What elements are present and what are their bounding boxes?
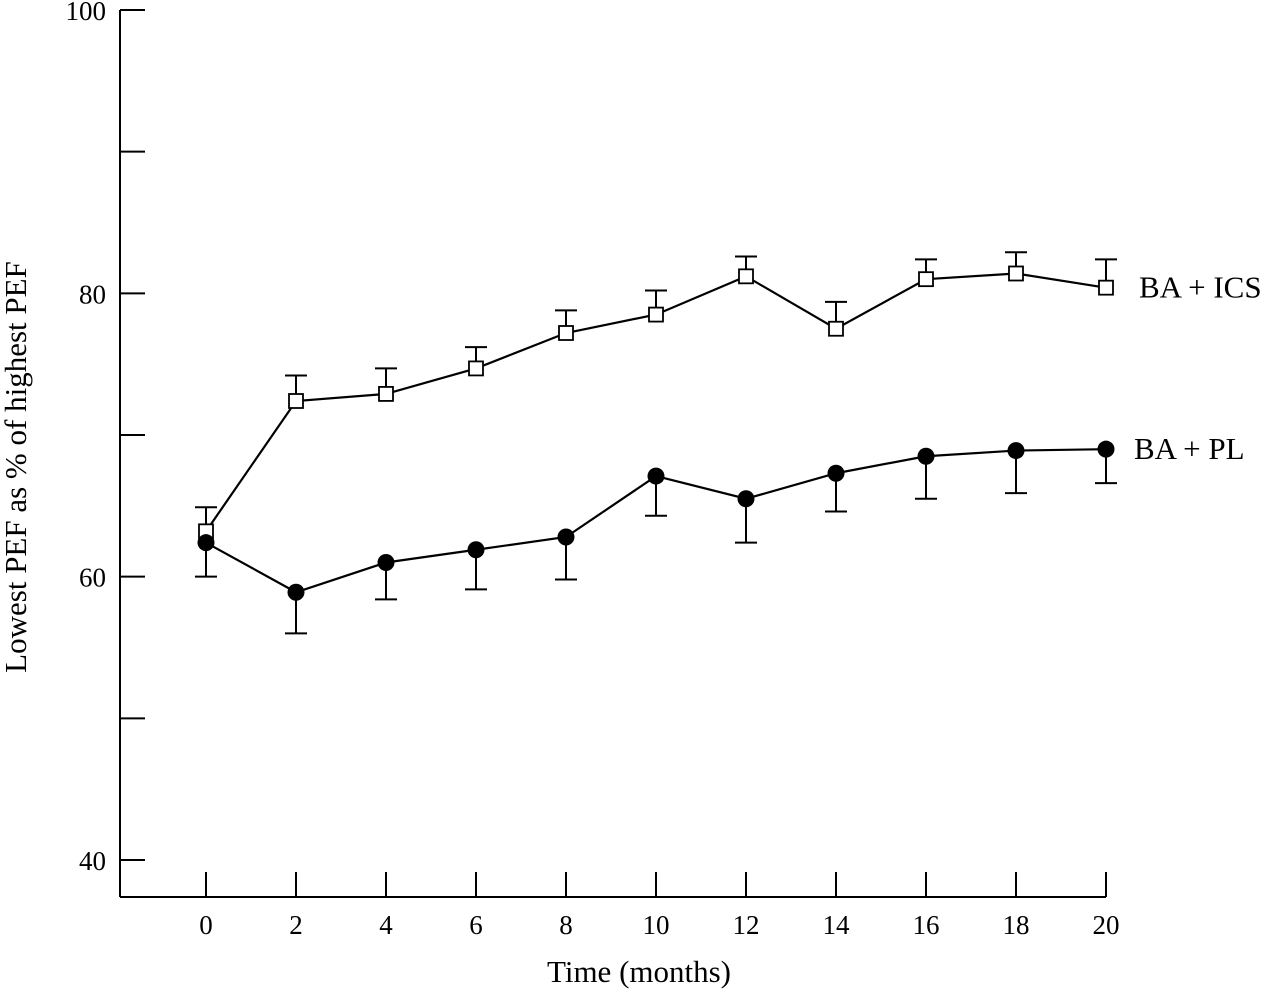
data-point-circle xyxy=(1007,442,1025,460)
series-ba-pl: BA + PL xyxy=(195,431,1245,635)
y-tick-label: 40 xyxy=(79,846,106,876)
x-tick-label: 10 xyxy=(643,910,670,940)
data-point-square xyxy=(828,320,844,337)
data-point-circle xyxy=(377,554,395,571)
x-tick-label: 2 xyxy=(289,910,303,940)
data-point-circle xyxy=(917,447,935,465)
data-point-square xyxy=(738,268,754,285)
x-tick-label: 16 xyxy=(913,910,940,940)
x-tick-label: 6 xyxy=(469,910,483,940)
series-label: BA + ICS xyxy=(1139,270,1262,305)
y-tick-label: 80 xyxy=(79,279,106,309)
data-point-circle xyxy=(827,464,845,482)
data-point-square xyxy=(468,360,484,377)
data-point-circle xyxy=(1097,440,1115,458)
data-point-circle xyxy=(557,528,575,546)
y-tick-label: 60 xyxy=(79,563,106,593)
x-tick-label: 14 xyxy=(823,910,851,940)
x-tick-label: 4 xyxy=(379,910,393,940)
x-tick-label: 20 xyxy=(1093,910,1120,940)
series-layer: BA + ICS BA + PL xyxy=(195,251,1262,635)
data-point-square xyxy=(288,393,304,409)
y-axis-title: Lowest PEF as % of highest PEF xyxy=(0,261,33,673)
data-point-circle xyxy=(647,467,665,485)
x-tick-label: 0 xyxy=(199,910,213,940)
data-point-square xyxy=(1008,265,1024,282)
x-tick-label: 8 xyxy=(559,910,573,940)
data-point-square xyxy=(1098,279,1114,296)
data-point-circle xyxy=(467,541,485,559)
x-axis-title: Time (months) xyxy=(547,954,731,989)
data-point-square xyxy=(378,386,394,402)
x-tick-label: 18 xyxy=(1003,910,1030,940)
data-point-circle xyxy=(197,534,215,552)
data-point-square xyxy=(648,306,664,323)
data-point-circle xyxy=(287,583,305,601)
x-axis: 0 2 4 6 8 10 12 14 16 18 20 xyxy=(120,872,1120,940)
series-ba-ics: BA + ICS xyxy=(195,251,1262,540)
y-axis: 40 60 80 100 xyxy=(66,0,145,897)
data-point-square xyxy=(918,271,934,288)
data-point-circle xyxy=(737,490,755,508)
series-label: BA + PL xyxy=(1134,431,1245,466)
x-tick-label: 12 xyxy=(733,910,760,940)
y-tick-label: 100 xyxy=(66,0,107,26)
data-point-square xyxy=(558,325,574,341)
